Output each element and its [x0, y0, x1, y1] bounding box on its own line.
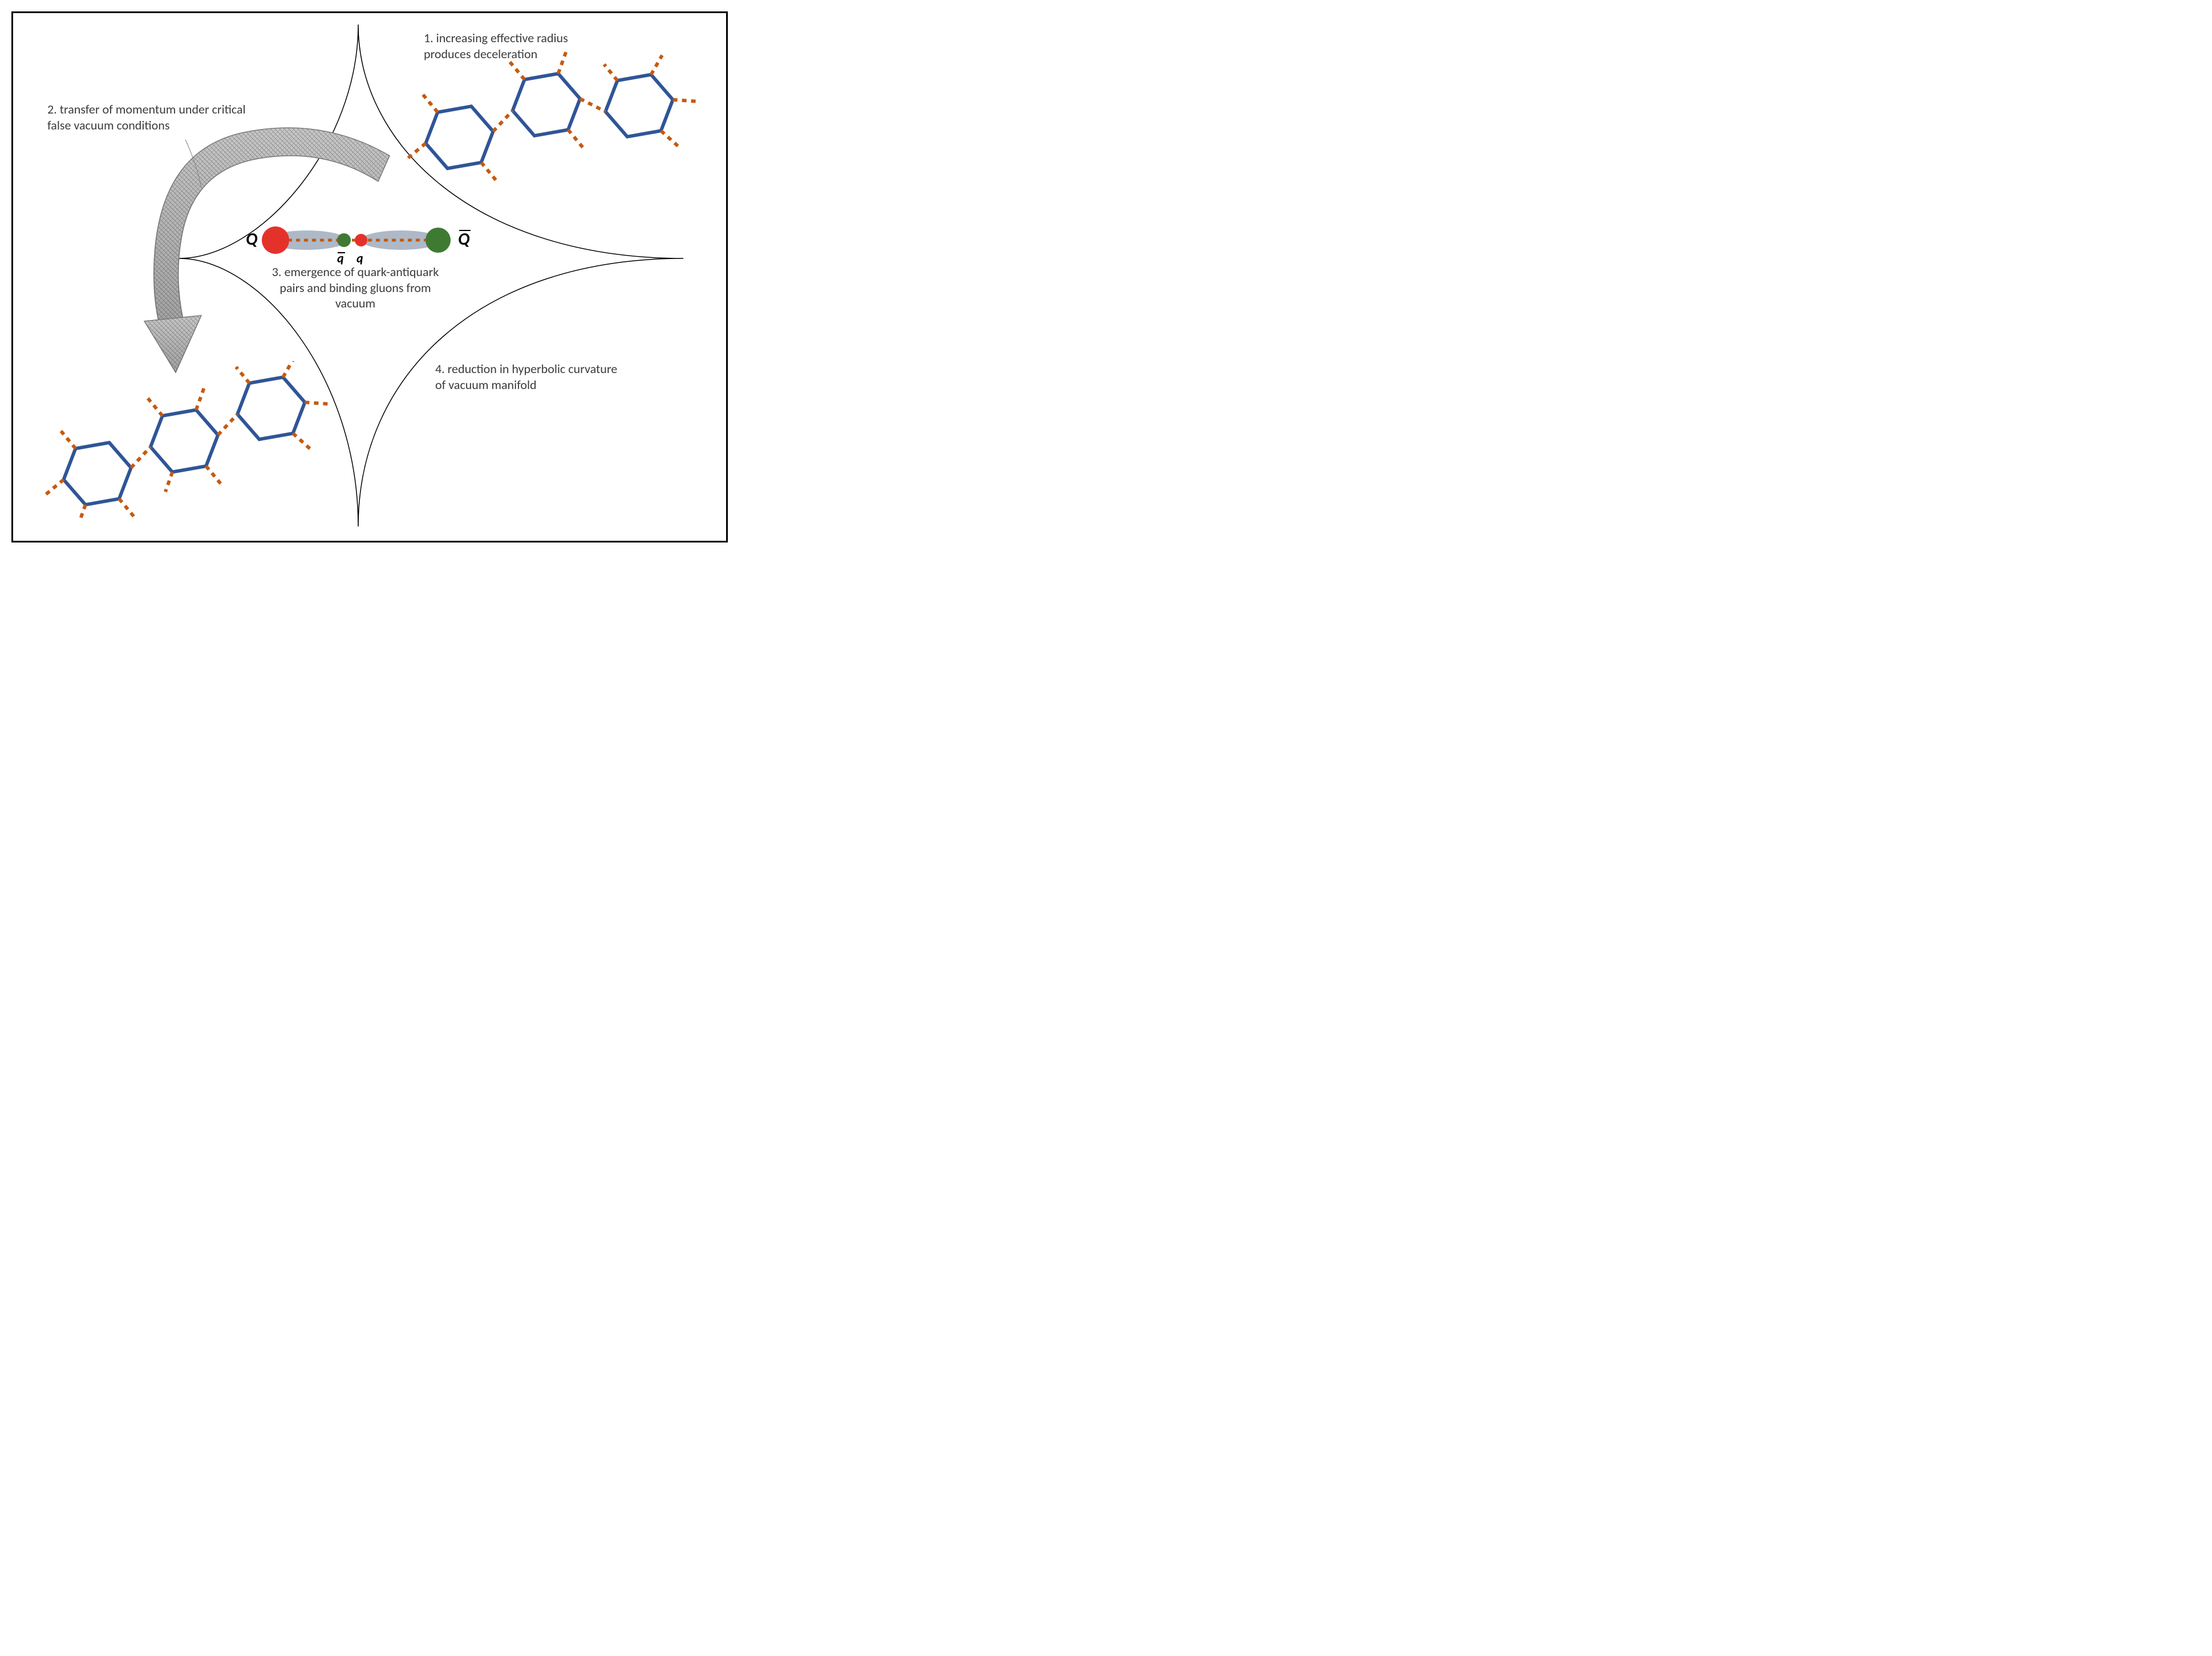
- label-Qbar: Q: [458, 229, 469, 250]
- overline-qbar: [338, 252, 345, 253]
- overline-Qbar: [459, 230, 471, 231]
- label-Q: Q: [246, 229, 257, 250]
- label-q: q: [356, 250, 363, 266]
- diagram-frame: Q Q q q 1. increasing effective radius p…: [11, 11, 728, 542]
- caption-2: 2. transfer of momentum under critical f…: [47, 102, 258, 133]
- molecule-upper: [390, 47, 709, 196]
- caption-4: 4. reduction in hyperbolic curvature of …: [435, 361, 623, 392]
- caption-3: 3. emergence of quark-antiquark pairs an…: [270, 264, 441, 311]
- molecule-lower: [25, 361, 344, 521]
